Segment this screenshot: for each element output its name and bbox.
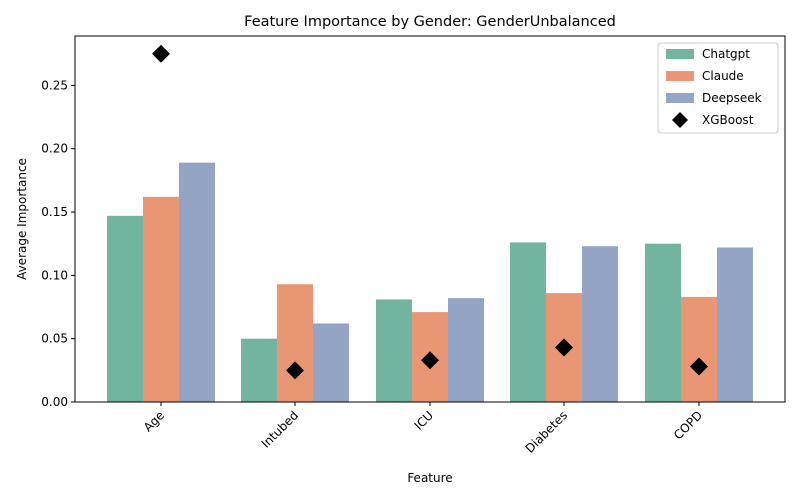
legend-swatch-xgboost [672, 112, 688, 128]
x-axis: Age Intubed ICU Diabetes COPD [141, 402, 705, 456]
legend-swatch-chatgpt [666, 49, 694, 59]
bar-chatgpt-age [107, 215, 143, 402]
bar-deepseek-intubed [313, 323, 349, 402]
marker-xgboost-intubed [286, 361, 304, 380]
bar-chatgpt-diabetes [510, 242, 546, 402]
y-axis: 0.00 0.05 0.10 0.15 0.20 0.25 [41, 78, 75, 409]
bar-deepseek-copd [717, 247, 753, 402]
x-axis-label: Feature [407, 471, 452, 485]
bar-deepseek-icu [448, 298, 484, 402]
legend-label-claude: Claude [702, 69, 744, 83]
marker-xgboost-diabetes [555, 338, 573, 357]
y-tick-label: 0.15 [41, 205, 68, 219]
bar-deepseek-age [179, 162, 215, 402]
marker-xgboost-age [152, 44, 170, 63]
legend-label-xgboost: XGBoost [702, 113, 754, 127]
y-tick-label: 0.00 [41, 395, 68, 409]
bar-chatgpt-intubed [241, 338, 277, 402]
bar-claude-age [143, 196, 179, 402]
y-tick-label: 0.05 [41, 332, 68, 346]
y-tick-label: 0.20 [41, 142, 68, 156]
marker-xgboost-copd [690, 357, 708, 376]
legend-label-chatgpt: Chatgpt [702, 47, 750, 61]
x-tick-label: COPD [671, 408, 705, 442]
chart-title: Feature Importance by Gender: GenderUnba… [244, 14, 616, 30]
y-tick-label: 0.10 [41, 268, 68, 282]
bar-deepseek-diabetes [582, 246, 618, 402]
x-tick-label: ICU [412, 408, 437, 433]
bars-layer [107, 162, 753, 402]
y-tick-label: 0.25 [41, 78, 68, 92]
y-axis-label: Average Importance [15, 158, 29, 280]
marker-xgboost-icu [421, 351, 439, 370]
bar-claude-copd [681, 296, 717, 402]
bar-chatgpt-copd [645, 243, 681, 402]
legend: Chatgpt Claude Deepseek XGBoost [657, 42, 779, 134]
x-tick-label: Age [141, 408, 167, 434]
legend-label-deepseek: Deepseek [702, 91, 762, 105]
bar-claude-intubed [277, 284, 313, 402]
x-tick-label: Intubed [259, 408, 301, 450]
bar-chatgpt-icu [376, 299, 412, 402]
legend-swatch-claude [666, 71, 694, 81]
markers-layer [152, 44, 708, 380]
x-tick-label: Diabetes [523, 408, 571, 456]
legend-box [657, 42, 779, 134]
legend-swatch-deepseek [666, 93, 694, 103]
